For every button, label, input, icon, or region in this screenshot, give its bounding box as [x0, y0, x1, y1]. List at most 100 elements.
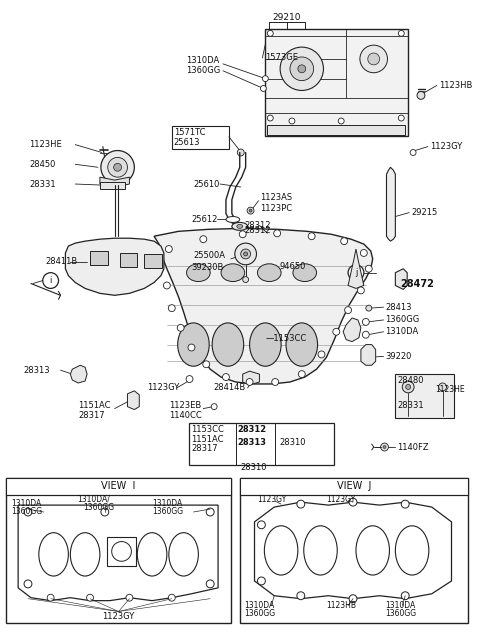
Circle shape	[297, 500, 305, 508]
Bar	[267, 125, 405, 135]
Circle shape	[237, 149, 244, 156]
Circle shape	[108, 158, 128, 177]
Circle shape	[341, 238, 348, 244]
Circle shape	[186, 375, 193, 382]
Circle shape	[298, 65, 306, 73]
Circle shape	[289, 118, 295, 124]
Circle shape	[163, 282, 170, 289]
Text: 29215: 29215	[411, 208, 437, 217]
Polygon shape	[128, 391, 139, 410]
Text: 1360GG: 1360GG	[152, 506, 183, 515]
Circle shape	[439, 383, 446, 391]
Text: 29210: 29210	[273, 13, 301, 22]
Bar	[107, 537, 136, 566]
Circle shape	[345, 306, 351, 313]
Ellipse shape	[257, 264, 281, 282]
Circle shape	[297, 592, 305, 599]
Bar	[100, 182, 124, 189]
Circle shape	[188, 344, 195, 351]
Circle shape	[280, 47, 324, 91]
Circle shape	[398, 115, 404, 121]
Circle shape	[318, 351, 325, 358]
Text: 1310DA: 1310DA	[245, 601, 275, 610]
Circle shape	[348, 265, 364, 280]
Circle shape	[101, 151, 134, 184]
Polygon shape	[243, 371, 260, 385]
Bar	[90, 251, 108, 265]
Circle shape	[86, 594, 94, 601]
Text: 1360GG: 1360GG	[245, 609, 276, 618]
Circle shape	[401, 592, 409, 599]
Text: 28411B: 28411B	[46, 258, 78, 266]
Polygon shape	[65, 238, 164, 296]
Circle shape	[402, 381, 414, 393]
Text: 1123HB: 1123HB	[439, 81, 472, 90]
Circle shape	[338, 118, 344, 124]
Ellipse shape	[39, 533, 68, 576]
Ellipse shape	[169, 533, 198, 576]
Text: 28312: 28312	[238, 425, 267, 434]
Text: 28472: 28472	[400, 280, 434, 289]
Circle shape	[267, 30, 273, 36]
Ellipse shape	[226, 216, 240, 222]
Ellipse shape	[221, 264, 245, 282]
Text: 39230B: 39230B	[192, 263, 224, 272]
Circle shape	[365, 265, 372, 272]
Ellipse shape	[356, 526, 389, 575]
Ellipse shape	[396, 526, 429, 575]
Text: i: i	[49, 276, 52, 285]
Circle shape	[308, 233, 315, 240]
Text: 28331: 28331	[397, 401, 424, 410]
Text: 1310DA: 1310DA	[385, 601, 416, 610]
Circle shape	[383, 446, 386, 449]
Text: 1360GG: 1360GG	[385, 609, 417, 618]
Text: 1123AS: 1123AS	[261, 193, 292, 203]
Circle shape	[101, 508, 109, 516]
Polygon shape	[361, 344, 376, 365]
Circle shape	[299, 371, 305, 377]
Text: 1360GG: 1360GG	[385, 315, 420, 325]
Text: 1140FZ: 1140FZ	[397, 442, 429, 451]
Circle shape	[274, 230, 281, 237]
Ellipse shape	[212, 323, 244, 367]
Circle shape	[360, 45, 387, 73]
Text: 1310DA/: 1310DA/	[77, 495, 110, 504]
Polygon shape	[343, 318, 361, 342]
Bar	[189, 423, 334, 465]
Text: 28313: 28313	[23, 366, 50, 375]
Text: 25610: 25610	[193, 180, 220, 189]
Circle shape	[114, 163, 121, 171]
Ellipse shape	[250, 323, 281, 367]
Text: 1123GY: 1123GY	[326, 495, 356, 504]
Polygon shape	[386, 167, 396, 241]
Circle shape	[362, 331, 369, 338]
Circle shape	[241, 249, 251, 259]
Bar	[396, 374, 455, 418]
Text: 1123GY: 1123GY	[257, 495, 287, 504]
Text: 39220: 39220	[385, 352, 412, 361]
Text: 1310DA: 1310DA	[152, 499, 182, 508]
Text: 28313: 28313	[238, 437, 267, 446]
Circle shape	[239, 231, 246, 238]
Text: 1310DA: 1310DA	[11, 499, 41, 508]
Bar	[144, 254, 162, 268]
Polygon shape	[348, 249, 364, 289]
Circle shape	[368, 53, 380, 65]
Circle shape	[206, 508, 214, 516]
Text: 1360GG: 1360GG	[83, 503, 114, 511]
Text: 28450: 28450	[29, 160, 55, 169]
Text: 1123GY: 1123GY	[430, 142, 462, 151]
Text: 28310: 28310	[279, 437, 306, 446]
Text: 28480: 28480	[397, 375, 424, 384]
Circle shape	[401, 500, 409, 508]
Circle shape	[249, 209, 252, 212]
Text: j: j	[355, 268, 357, 277]
Circle shape	[246, 379, 253, 385]
Circle shape	[358, 287, 364, 294]
Ellipse shape	[237, 225, 243, 229]
Polygon shape	[18, 505, 218, 601]
Circle shape	[257, 577, 265, 585]
Circle shape	[200, 235, 207, 242]
Text: 1360GG: 1360GG	[187, 66, 221, 75]
Text: 1151AC: 1151AC	[192, 435, 224, 444]
